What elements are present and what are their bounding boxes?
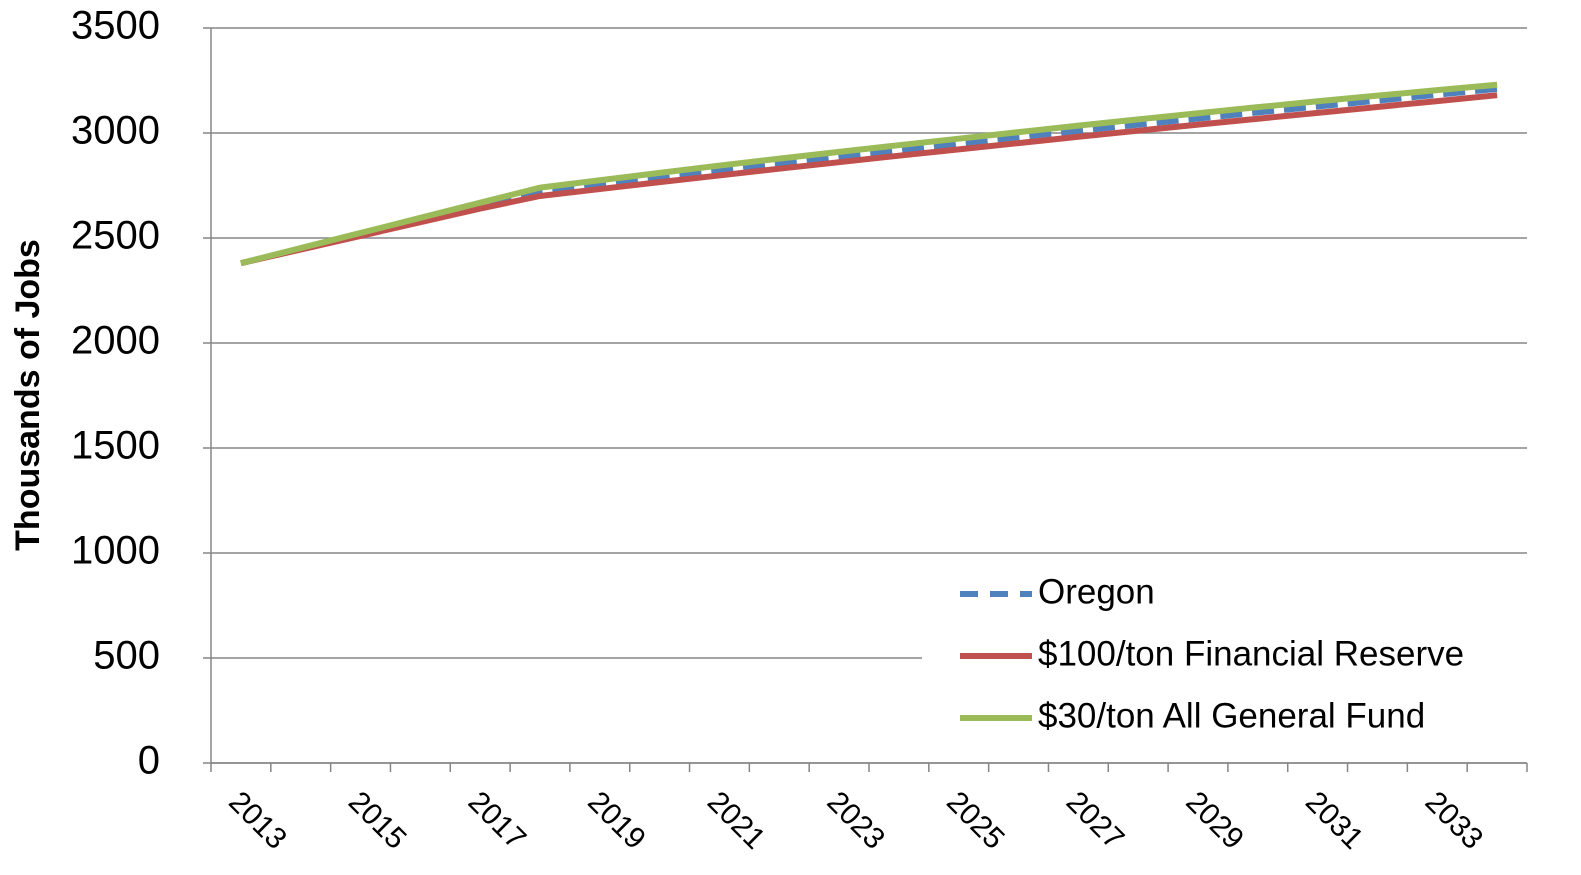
series-line (240, 81, 1498, 267)
x-tick-label: 2013 (222, 785, 293, 856)
y-tick-label: 0 (138, 739, 160, 783)
x-tick-label: 2025 (940, 785, 1011, 856)
legend-label: Oregon (1038, 572, 1155, 611)
x-tick-label: 2027 (1060, 785, 1131, 856)
y-axis-label: Thousands of Jobs (9, 239, 47, 551)
y-tick-label: 2500 (71, 214, 160, 258)
x-tick-label: 2015 (342, 785, 413, 856)
y-tick-label: 3000 (71, 109, 160, 153)
x-tick-label: 2019 (581, 785, 652, 856)
x-tick-label: 2029 (1179, 785, 1250, 856)
y-tick-label: 1500 (71, 424, 160, 468)
legend-label: $30/ton All General Fund (1038, 696, 1425, 735)
series-line (240, 85, 1498, 267)
x-tick-label: 2023 (821, 785, 892, 856)
y-tick-label: 3500 (71, 4, 160, 48)
x-tick-label: 2021 (701, 785, 772, 856)
legend-label: $100/ton Financial Reserve (1038, 634, 1464, 673)
x-tick-label: 2033 (1419, 785, 1490, 856)
series-line (240, 92, 1498, 267)
y-tick-label: 2000 (71, 319, 160, 363)
y-tick-label: 500 (93, 634, 160, 678)
x-tick-label: 2031 (1299, 785, 1370, 856)
x-tick-label: 2017 (462, 785, 533, 856)
y-tick-label: 1000 (71, 529, 160, 573)
legend: Oregon $100/ton Financial Reserve $30/ton … (922, 566, 1581, 750)
